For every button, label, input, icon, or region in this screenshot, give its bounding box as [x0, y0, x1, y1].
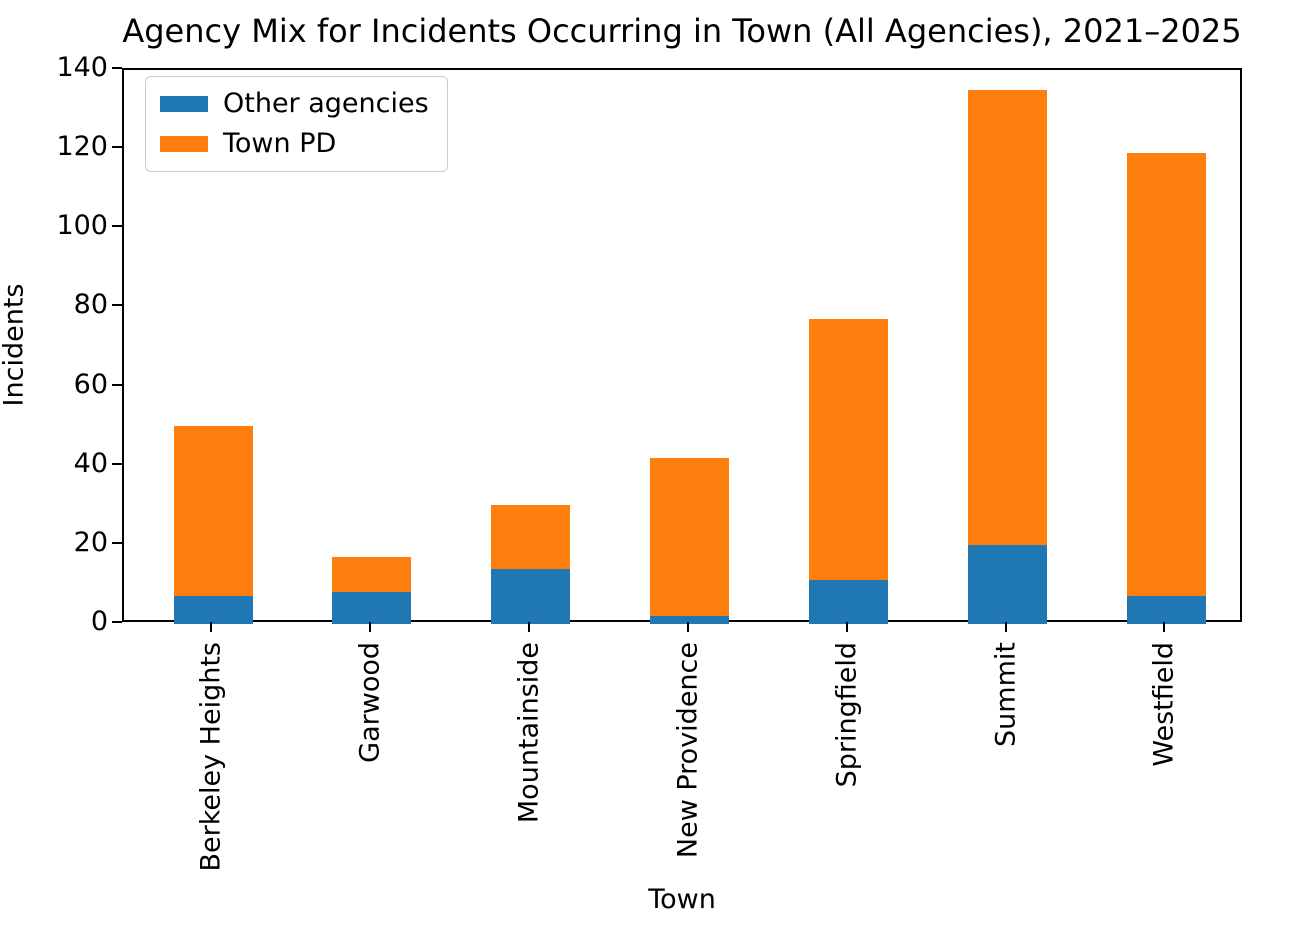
- legend-item-other-agencies: Other agencies: [160, 89, 429, 119]
- y-tick-label: 20: [73, 526, 108, 558]
- bar-new-providence-other-agencies: [650, 616, 730, 624]
- bar-summit-town-pd: [968, 89, 1047, 545]
- y-tick-label: 60: [73, 368, 108, 400]
- y-tick-mark: [112, 383, 122, 386]
- x-tick-label-mountainside: Mountainside: [513, 642, 545, 824]
- x-tick-mark: [1004, 622, 1007, 632]
- y-tick-mark: [112, 146, 122, 149]
- y-tick-mark: [112, 541, 122, 544]
- chart-title: Agency Mix for Incidents Occurring in To…: [122, 12, 1242, 50]
- x-tick-mark: [210, 622, 212, 632]
- x-tick-label-westfield: Westfield: [1148, 642, 1180, 767]
- bar-garwood-town-pd: [332, 556, 412, 593]
- y-tick-mark: [112, 67, 122, 69]
- legend-label: Town PD: [223, 128, 337, 159]
- bar-springfield-town-pd: [809, 319, 889, 581]
- x-tick-label-new-providence: New Providence: [672, 642, 704, 859]
- bar-westfield-other-agencies: [1126, 596, 1206, 624]
- y-tick-mark: [112, 462, 122, 465]
- bar-new-providence-town-pd: [650, 457, 730, 617]
- bar-mountainside-town-pd: [491, 505, 571, 569]
- y-tick-label: 120: [56, 131, 108, 163]
- y-tick-mark: [112, 225, 122, 228]
- y-tick-mark: [112, 621, 122, 623]
- y-tick-label: 80: [73, 289, 108, 321]
- x-axis-label: Town: [648, 884, 716, 915]
- legend-swatch-icon: [160, 96, 208, 112]
- x-tick-label-springfield: Springfield: [831, 642, 863, 788]
- bar-mountainside-other-agencies: [491, 568, 571, 624]
- bar-summit-other-agencies: [968, 544, 1047, 624]
- legend-item-town-pd: Town PD: [160, 129, 429, 159]
- y-tick-label: 100: [56, 210, 108, 242]
- bar-springfield-other-agencies: [809, 580, 889, 624]
- x-tick-mark: [686, 622, 689, 632]
- x-tick-label-garwood: Garwood: [354, 642, 386, 763]
- y-tick-label: 140: [56, 52, 108, 83]
- y-tick-mark: [112, 304, 122, 307]
- plot-area: Other agencies Town PD: [122, 68, 1242, 624]
- bar-berkeley-heights-other-agencies: [173, 596, 253, 624]
- bar-berkeley-heights-town-pd: [173, 426, 253, 597]
- bar-westfield-town-pd: [1126, 153, 1206, 597]
- x-tick-mark: [527, 622, 530, 632]
- legend-label: Other agencies: [223, 88, 429, 119]
- x-tick-mark: [1163, 622, 1166, 632]
- x-tick-mark: [845, 622, 848, 632]
- bar-garwood-other-agencies: [332, 592, 412, 624]
- x-tick-label-summit: Summit: [989, 642, 1021, 747]
- legend-swatch-icon: [160, 136, 208, 152]
- y-tick-label: 40: [73, 447, 108, 479]
- y-tick-label: 0: [90, 606, 108, 637]
- legend: Other agencies Town PD: [145, 76, 448, 172]
- x-tick-mark: [368, 622, 371, 632]
- x-tick-label-berkeley-heights: Berkeley Heights: [195, 642, 227, 872]
